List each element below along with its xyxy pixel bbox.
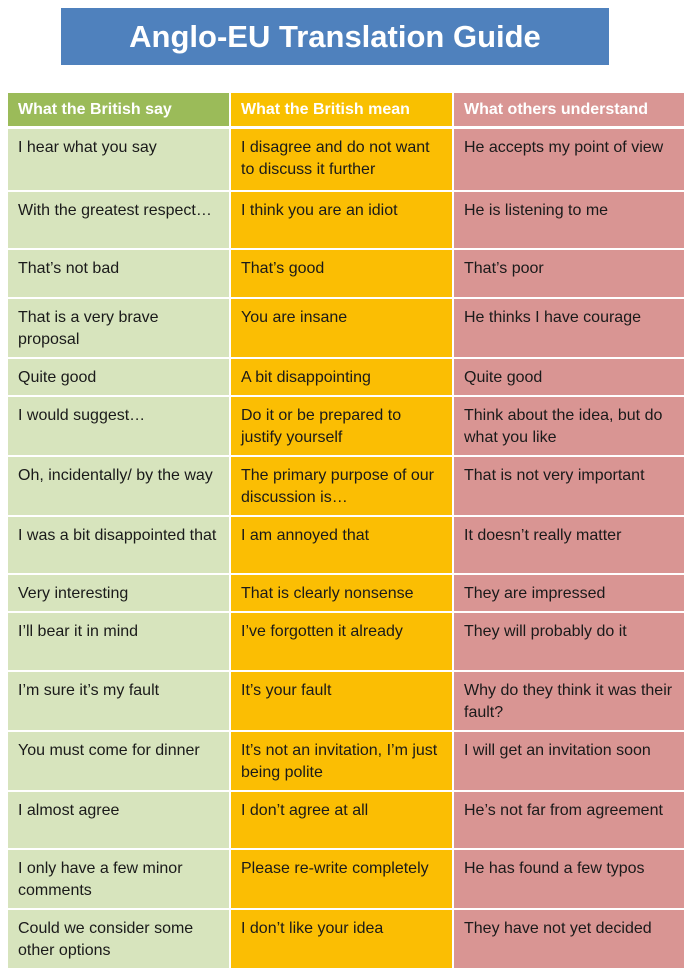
- cell-british-say: I only have a few minor comments: [8, 850, 231, 910]
- table-row: Could we consider some other options I do…: [8, 910, 684, 970]
- cell-british-mean: That is clearly nonsense: [231, 575, 454, 613]
- cell-british-say: Quite good: [8, 359, 231, 397]
- cell-british-say: I’m sure it’s my fault: [8, 672, 231, 732]
- cell-others-understand: He’s not far from agreement: [454, 792, 684, 850]
- table-row: You must come for dinner It’s not an invi…: [8, 732, 684, 792]
- cell-british-say: With the greatest respect…: [8, 192, 231, 250]
- cell-others-understand: Why do they think it was their fault?: [454, 672, 684, 732]
- table-row: That’s not bad That’s good That’s poor: [8, 250, 684, 299]
- header-british-mean: What the British mean: [231, 93, 454, 129]
- cell-others-understand: It doesn’t really matter: [454, 517, 684, 575]
- cell-others-understand: They have not yet decided: [454, 910, 684, 970]
- cell-british-mean: I am annoyed that: [231, 517, 454, 575]
- cell-british-mean: That’s good: [231, 250, 454, 299]
- cell-british-mean: It’s not an invitation, I’m just being p…: [231, 732, 454, 792]
- table-body: I hear what you say I disagree and do not…: [8, 129, 684, 970]
- cell-british-say: You must come for dinner: [8, 732, 231, 792]
- cell-british-mean: Please re-write completely: [231, 850, 454, 910]
- cell-others-understand: They are impressed: [454, 575, 684, 613]
- cell-british-say: That is a very brave proposal: [8, 299, 231, 359]
- cell-others-understand: He accepts my point of view: [454, 129, 684, 192]
- cell-british-mean: I disagree and do not want to discuss it…: [231, 129, 454, 192]
- table-row: With the greatest respect… I think you ar…: [8, 192, 684, 250]
- cell-british-mean: It’s your fault: [231, 672, 454, 732]
- cell-others-understand: Quite good: [454, 359, 684, 397]
- header-row: What the British say What the British me…: [8, 93, 684, 129]
- cell-british-mean: I don’t like your idea: [231, 910, 454, 970]
- table-row: Very interesting That is clearly nonsense…: [8, 575, 684, 613]
- cell-british-mean: Do it or be prepared to justify yourself: [231, 397, 454, 457]
- cell-british-mean: The primary purpose of our discussion is…: [231, 457, 454, 517]
- cell-british-say: I hear what you say: [8, 129, 231, 192]
- table-row: That is a very brave proposal You are ins…: [8, 299, 684, 359]
- cell-others-understand: He is listening to me: [454, 192, 684, 250]
- cell-others-understand: He has found a few typos: [454, 850, 684, 910]
- header-others-understand: What others understand: [454, 93, 684, 129]
- cell-others-understand: That’s poor: [454, 250, 684, 299]
- cell-british-say: I almost agree: [8, 792, 231, 850]
- table-row: I would suggest… Do it or be prepared to …: [8, 397, 684, 457]
- table-row: I was a bit disappointed that I am annoye…: [8, 517, 684, 575]
- table-row: I hear what you say I disagree and do not…: [8, 129, 684, 192]
- cell-british-say: Could we consider some other options: [8, 910, 231, 970]
- cell-british-say: I was a bit disappointed that: [8, 517, 231, 575]
- table-row: Oh, incidentally/ by the way The primary …: [8, 457, 684, 517]
- table-row: I almost agree I don’t agree at all He’s n…: [8, 792, 684, 850]
- cell-british-mean: I don’t agree at all: [231, 792, 454, 850]
- table-row: I’m sure it’s my fault It’s your fault Why…: [8, 672, 684, 732]
- translation-table: What the British say What the British me…: [8, 93, 684, 970]
- cell-british-say: Oh, incidentally/ by the way: [8, 457, 231, 517]
- cell-others-understand: Think about the idea, but do what you li…: [454, 397, 684, 457]
- table-row: I’ll bear it in mind I’ve forgotten it al…: [8, 613, 684, 672]
- cell-others-understand: That is not very important: [454, 457, 684, 517]
- cell-british-say: I would suggest…: [8, 397, 231, 457]
- table-row: Quite good A bit disappointing Quite good: [8, 359, 684, 397]
- cell-british-mean: I’ve forgotten it already: [231, 613, 454, 672]
- page-title: Anglo-EU Translation Guide: [61, 8, 609, 65]
- cell-british-mean: You are insane: [231, 299, 454, 359]
- cell-british-say: Very interesting: [8, 575, 231, 613]
- cell-others-understand: He thinks I have courage: [454, 299, 684, 359]
- cell-british-say: That’s not bad: [8, 250, 231, 299]
- cell-others-understand: I will get an invitation soon: [454, 732, 684, 792]
- cell-british-say: I’ll bear it in mind: [8, 613, 231, 672]
- cell-others-understand: They will probably do it: [454, 613, 684, 672]
- table-row: I only have a few minor comments Please r…: [8, 850, 684, 910]
- cell-british-mean: I think you are an idiot: [231, 192, 454, 250]
- header-british-say: What the British say: [8, 93, 231, 129]
- cell-british-mean: A bit disappointing: [231, 359, 454, 397]
